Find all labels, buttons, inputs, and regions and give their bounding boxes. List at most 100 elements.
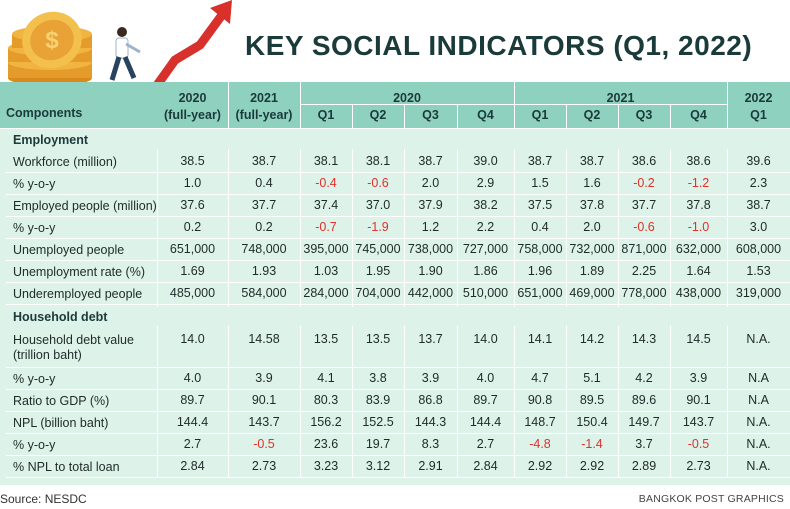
source-note: Source: NESDC bbox=[0, 492, 87, 506]
row-label: (trillion baht) bbox=[13, 348, 82, 362]
column-divider bbox=[670, 105, 671, 128]
data-cell: 4.0 bbox=[476, 371, 495, 385]
data-cell: 2.7 bbox=[183, 437, 202, 451]
data-cell: 38.2 bbox=[473, 198, 498, 212]
row-divider bbox=[6, 194, 790, 195]
column-divider bbox=[618, 149, 619, 307]
header-period-label: Q2 bbox=[583, 108, 601, 122]
column-divider bbox=[618, 105, 619, 128]
data-cell: 3.7 bbox=[635, 437, 653, 451]
data-cell: 3.0 bbox=[749, 220, 768, 234]
header-components-label: Components bbox=[6, 106, 83, 120]
data-cell: N.A. bbox=[746, 459, 771, 473]
data-cell: 148.7 bbox=[524, 415, 556, 429]
data-cell: -1.9 bbox=[367, 220, 389, 234]
data-cell: 14.0 bbox=[473, 332, 498, 346]
data-cell: -0.5 bbox=[253, 437, 275, 451]
data-cell: 144.3 bbox=[414, 415, 447, 429]
data-cell: 38.7 bbox=[746, 198, 771, 212]
header-year-label: 2020 bbox=[178, 91, 207, 105]
data-cell: -0.5 bbox=[687, 437, 710, 451]
data-cell: 3.9 bbox=[421, 371, 440, 385]
data-cell: 632,000 bbox=[675, 242, 722, 256]
header-period-label: Q1 bbox=[317, 108, 335, 122]
data-cell: 13.5 bbox=[365, 332, 391, 346]
row-divider bbox=[6, 216, 790, 217]
data-cell: 156.2 bbox=[310, 415, 342, 429]
column-divider bbox=[157, 149, 158, 307]
data-cell: -0.6 bbox=[367, 176, 389, 190]
data-cell: N.A. bbox=[746, 332, 771, 346]
data-cell: 14.2 bbox=[579, 332, 605, 346]
header-period-label: Q1 bbox=[750, 108, 767, 122]
row-divider bbox=[6, 433, 790, 434]
data-cell: 4.1 bbox=[317, 371, 335, 385]
data-cell: 37.7 bbox=[631, 198, 657, 212]
data-cell: 80.3 bbox=[313, 393, 339, 407]
growth-arrow-icon bbox=[153, 0, 232, 82]
data-cell: 152.5 bbox=[362, 415, 394, 429]
column-divider bbox=[228, 326, 229, 478]
data-cell: 38.1 bbox=[313, 154, 339, 168]
data-cell: 37.8 bbox=[686, 198, 711, 212]
column-divider bbox=[404, 149, 405, 307]
data-cell: 2.84 bbox=[473, 459, 498, 473]
data-cell: -0.4 bbox=[315, 176, 337, 190]
column-divider bbox=[300, 149, 301, 307]
data-cell: -1.0 bbox=[687, 220, 710, 234]
data-cell: 748,000 bbox=[241, 242, 287, 256]
data-cell: 442,000 bbox=[407, 286, 454, 300]
data-cell: 14.5 bbox=[686, 332, 711, 346]
data-cell: 758,000 bbox=[517, 242, 563, 256]
data-cell: 37.0 bbox=[365, 198, 391, 212]
data-cell: 143.7 bbox=[682, 415, 715, 429]
column-divider bbox=[157, 326, 158, 478]
table-body: Employment Workforce (million) 38.5 38.7 38.… bbox=[0, 129, 790, 485]
data-cell: 1.90 bbox=[418, 264, 443, 278]
data-cell: 90.1 bbox=[686, 393, 711, 407]
column-divider bbox=[670, 326, 671, 478]
data-cell: -1.4 bbox=[581, 437, 603, 451]
data-cell: 732,000 bbox=[569, 242, 615, 256]
data-cell: 651,000 bbox=[517, 286, 563, 300]
data-cell: 738,000 bbox=[407, 242, 454, 256]
data-cell: 1.64 bbox=[686, 264, 711, 278]
data-cell: 871,000 bbox=[621, 242, 667, 256]
header-period-label: Q4 bbox=[690, 108, 707, 122]
data-cell: 0.2 bbox=[183, 220, 202, 234]
data-cell: 37.4 bbox=[313, 198, 339, 212]
header-period-label: Q3 bbox=[635, 108, 653, 122]
row-divider bbox=[6, 389, 790, 390]
data-cell: -0.2 bbox=[633, 176, 655, 190]
column-divider bbox=[727, 82, 728, 128]
column-divider bbox=[352, 105, 353, 128]
row-label: Unemployment rate (%) bbox=[13, 264, 145, 279]
data-cell: 1.86 bbox=[473, 264, 498, 278]
data-cell: 651,000 bbox=[169, 242, 216, 256]
data-cell: 83.9 bbox=[365, 393, 391, 407]
data-cell: 3.12 bbox=[365, 459, 391, 473]
data-cell: 150.4 bbox=[576, 415, 608, 429]
data-cell: 13.7 bbox=[418, 332, 443, 346]
data-cell: 1.6 bbox=[583, 176, 601, 190]
data-cell: 38.5 bbox=[180, 154, 205, 168]
row-label: Unemployed people bbox=[13, 242, 125, 257]
row-label: Workforce (million) bbox=[13, 154, 117, 169]
column-divider bbox=[300, 82, 301, 128]
data-cell: N.A bbox=[748, 371, 769, 385]
column-divider bbox=[352, 149, 353, 307]
data-cell: 1.95 bbox=[365, 264, 391, 278]
data-cell: 1.89 bbox=[579, 264, 605, 278]
data-cell: 13.5 bbox=[313, 332, 339, 346]
data-cell: 1.03 bbox=[313, 264, 339, 278]
data-cell: 2.92 bbox=[579, 459, 605, 473]
column-divider bbox=[514, 149, 515, 307]
data-cell: 37.6 bbox=[180, 198, 205, 212]
row-divider bbox=[6, 477, 790, 478]
graphics-credit: BANGKOK POST GRAPHICS bbox=[638, 493, 784, 505]
column-divider bbox=[727, 326, 728, 478]
data-cell: 284,000 bbox=[303, 286, 349, 300]
header-period-label: (full-year) bbox=[235, 108, 293, 122]
data-cell: 584,000 bbox=[241, 286, 287, 300]
